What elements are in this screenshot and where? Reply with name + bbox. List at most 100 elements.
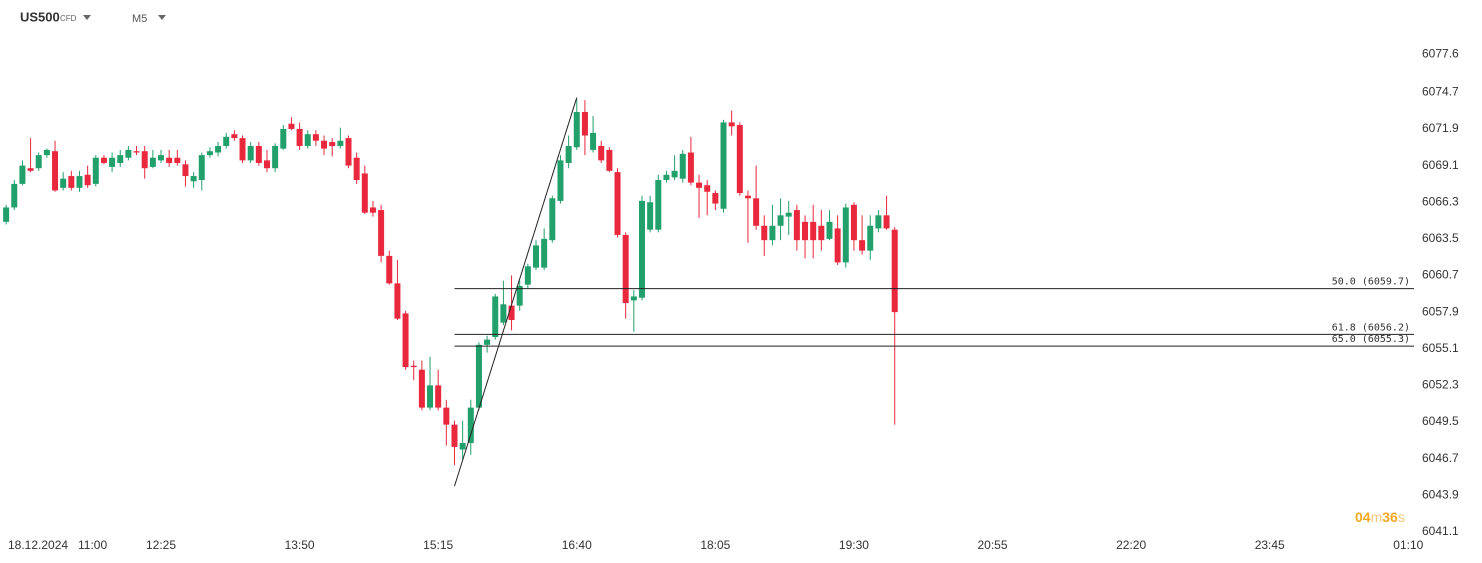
candle-body <box>174 157 181 163</box>
x-tick-label: 23:45 <box>1255 538 1285 552</box>
candle-body <box>109 157 116 167</box>
candle-body <box>484 339 491 345</box>
x-tick-label: 12:25 <box>146 538 176 552</box>
countdown-seconds-unit: s <box>1398 509 1405 525</box>
candle-body <box>418 369 425 408</box>
candle-body <box>312 134 319 141</box>
candle-body <box>720 122 727 209</box>
candle-body <box>883 215 890 229</box>
candle-body <box>443 407 450 425</box>
candle-body <box>329 142 336 146</box>
candle-body <box>27 168 34 171</box>
candle-body <box>638 200 645 298</box>
candle-body <box>43 149 50 156</box>
candle-body <box>255 145 262 163</box>
candle-body <box>541 238 548 268</box>
candle-body <box>565 145 572 163</box>
candle-body <box>475 344 482 408</box>
candle-body <box>263 160 270 169</box>
candle-body <box>100 157 107 163</box>
candle-body <box>459 442 466 450</box>
candle-body <box>92 157 99 184</box>
candle-body <box>704 185 711 192</box>
candle-body <box>818 225 825 241</box>
candle-body <box>427 385 434 408</box>
y-tick-label: 6066.3 <box>1422 194 1459 208</box>
candle-body <box>321 140 328 149</box>
candle-body <box>231 134 238 139</box>
y-tick-label: 6046.7 <box>1422 451 1459 465</box>
y-tick-label: 6060.7 <box>1422 268 1459 282</box>
timeframe-dropdown[interactable] <box>158 15 166 20</box>
candle-body <box>3 207 10 222</box>
x-tick-label: 01:10 <box>1393 538 1423 552</box>
candle-body <box>606 149 613 171</box>
candle-body <box>492 296 499 337</box>
candle-body <box>744 195 751 199</box>
candle-body <box>166 157 173 163</box>
candle-body <box>402 313 409 368</box>
candle-body <box>598 145 605 161</box>
candle-body <box>679 153 686 179</box>
candle-body <box>793 210 800 241</box>
candle-body <box>304 134 311 146</box>
candle-body <box>622 234 629 303</box>
candle-body <box>141 151 148 169</box>
candle-body <box>190 176 197 182</box>
candle-body <box>728 122 735 127</box>
y-tick-label: 6063.5 <box>1422 231 1459 245</box>
candle-body <box>630 296 637 301</box>
candle-body <box>557 160 564 201</box>
date-label: 18.12.2024 <box>8 538 68 552</box>
y-tick-label: 6052.3 <box>1422 378 1459 392</box>
timeframe[interactable]: M5 <box>132 13 147 25</box>
candle-body <box>68 176 75 188</box>
candle-body <box>777 215 784 226</box>
candle-body <box>696 182 703 188</box>
x-tick-label: 15:15 <box>423 538 453 552</box>
symbol[interactable]: US500 <box>20 9 60 24</box>
candle-body <box>687 152 694 183</box>
candle-body <box>753 198 760 226</box>
candle-body <box>891 229 898 313</box>
symbol-dropdown[interactable] <box>83 15 91 20</box>
candle-body <box>826 221 833 239</box>
candle-body <box>272 145 279 169</box>
candle-body <box>435 385 442 408</box>
candle-body <box>500 304 507 323</box>
candle-body <box>19 165 26 184</box>
candle-body <box>769 225 776 241</box>
x-tick-label: 16:40 <box>562 538 592 552</box>
countdown-minutes-unit: m <box>1371 509 1383 525</box>
candle-body <box>198 155 205 180</box>
y-tick-label: 6074.7 <box>1422 85 1459 99</box>
candle-body <box>223 136 230 146</box>
candle-body <box>451 424 458 447</box>
countdown-minutes: 04 <box>1355 509 1371 525</box>
candle-body <box>361 173 368 213</box>
candle-body <box>296 128 303 146</box>
candle-body <box>647 202 654 230</box>
candle-body <box>524 266 531 285</box>
y-tick-label: 6043.9 <box>1422 487 1459 501</box>
candle-body <box>158 155 165 161</box>
candle-body <box>239 138 246 161</box>
candle-body <box>76 176 83 188</box>
y-tick-label: 6041.1 <box>1422 524 1459 538</box>
y-tick-label: 6055.1 <box>1422 341 1459 355</box>
candle-body <box>655 179 662 230</box>
y-tick-label: 6057.9 <box>1422 304 1459 318</box>
candle-body <box>280 128 287 149</box>
candle-body <box>467 407 474 443</box>
candle-body <box>614 172 621 235</box>
x-tick-label: 20:55 <box>978 538 1008 552</box>
candle-body <box>671 170 678 178</box>
countdown-seconds: 36 <box>1382 509 1398 525</box>
fib-label: 50.0 (6059.7) <box>1332 277 1410 288</box>
candle-body <box>802 221 809 241</box>
candle-body <box>125 149 132 158</box>
candle-body <box>52 151 59 191</box>
trend-line <box>454 97 578 487</box>
candle-body <box>149 157 156 167</box>
candle-body <box>386 255 393 284</box>
